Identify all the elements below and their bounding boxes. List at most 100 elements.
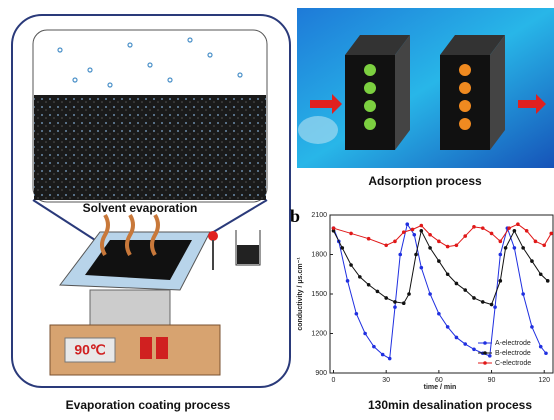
y-axis-label: conductivity / μs.cm⁻¹: [297, 257, 304, 331]
x-tick-label: 60: [435, 377, 443, 384]
data-point: [481, 300, 485, 304]
data-point: [332, 226, 336, 230]
data-point: [463, 234, 467, 238]
data-point: [402, 301, 406, 305]
data-point: [539, 272, 543, 276]
data-point: [490, 303, 494, 307]
data-point: [340, 246, 344, 250]
data-point: [393, 300, 397, 304]
data-point: [346, 279, 350, 283]
evaporation-label: Solvent evaporation: [83, 201, 198, 215]
x-tick-label: 90: [488, 377, 496, 384]
data-point: [455, 243, 459, 247]
data-point: [446, 325, 450, 329]
data-point: [358, 275, 362, 279]
data-point: [513, 229, 517, 233]
data-point: [490, 232, 494, 236]
x-tick-label: 120: [538, 377, 550, 384]
data-point: [393, 240, 397, 244]
data-point: [446, 245, 450, 249]
data-point: [355, 312, 359, 316]
data-point: [534, 240, 538, 244]
data-point: [405, 222, 409, 226]
series-line: [334, 224, 546, 358]
data-point: [513, 246, 517, 250]
data-point: [372, 345, 376, 349]
y-tick-label: 1500: [311, 291, 327, 298]
data-point: [393, 305, 397, 309]
data-point: [420, 266, 424, 270]
data-point: [367, 283, 371, 287]
data-point: [367, 237, 371, 241]
data-point: [402, 230, 406, 234]
data-point: [363, 332, 367, 336]
figure: Solvent evaporation 90℃ Evaporation coat…: [0, 0, 554, 415]
left-diagram: Solvent evaporation 90℃ Evaporation coat…: [12, 15, 290, 412]
x-tick-label: 0: [332, 377, 336, 384]
data-point: [463, 288, 467, 292]
data-point: [384, 243, 388, 247]
data-point: [488, 354, 492, 358]
data-point: [472, 225, 476, 229]
data-point: [481, 226, 485, 230]
top-right-diagram: Adsorption process: [297, 8, 554, 188]
data-point: [428, 292, 432, 296]
data-point: [428, 246, 432, 250]
data-point: [414, 253, 418, 257]
data-point: [521, 292, 525, 296]
legend-marker: [483, 361, 487, 365]
data-point: [398, 253, 402, 257]
legend-label: B-electrode: [495, 350, 531, 357]
data-point: [388, 357, 392, 361]
data-point: [472, 348, 476, 352]
data-point: [539, 345, 543, 349]
data-point: [544, 351, 548, 355]
data-point: [455, 336, 459, 340]
x-tick-label: 30: [382, 377, 390, 384]
data-point: [549, 232, 553, 236]
data-point: [493, 305, 497, 309]
data-point: [546, 279, 550, 283]
legend-marker: [483, 351, 487, 355]
data-point: [499, 253, 503, 257]
data-point: [437, 259, 441, 263]
temperature: 90℃: [74, 342, 106, 358]
y-tick-label: 900: [315, 370, 327, 377]
data-point: [499, 279, 503, 283]
data-point: [437, 312, 441, 316]
page: {"left_panel":{"label":"Solvent evaporat…: [0, 0, 554, 415]
data-point: [381, 353, 385, 357]
data-point: [472, 296, 476, 300]
data-point: [349, 232, 353, 236]
data-point: [407, 292, 411, 296]
data-point: [446, 272, 450, 276]
data-point: [530, 259, 534, 263]
top-right-caption: Adsorption process: [368, 174, 482, 188]
x-axis-label: time / min: [424, 384, 457, 391]
data-point: [499, 240, 503, 244]
legend-label: C-electrode: [495, 360, 531, 367]
data-point: [507, 226, 511, 230]
left-caption: Evaporation coating process: [66, 398, 231, 412]
data-point: [521, 246, 525, 250]
data-point: [411, 228, 415, 232]
legend-marker: [483, 341, 487, 345]
data-point: [542, 243, 546, 247]
data-point: [349, 263, 353, 267]
y-tick-label: 1800: [311, 251, 327, 258]
y-tick-label: 1200: [311, 330, 327, 337]
data-point: [428, 233, 432, 237]
data-point: [384, 296, 388, 300]
data-point: [437, 240, 441, 244]
data-point: [530, 325, 534, 329]
panel-label: b: [290, 206, 300, 226]
legend-label: A-electrode: [495, 340, 531, 347]
data-point: [376, 290, 380, 294]
data-point: [463, 342, 467, 346]
data-point: [455, 282, 459, 286]
y-tick-label: 2100: [311, 212, 327, 219]
data-point: [420, 229, 424, 233]
chart-caption: 130min desalination process: [368, 398, 532, 412]
data-point: [504, 246, 508, 250]
series-line: [334, 224, 552, 246]
